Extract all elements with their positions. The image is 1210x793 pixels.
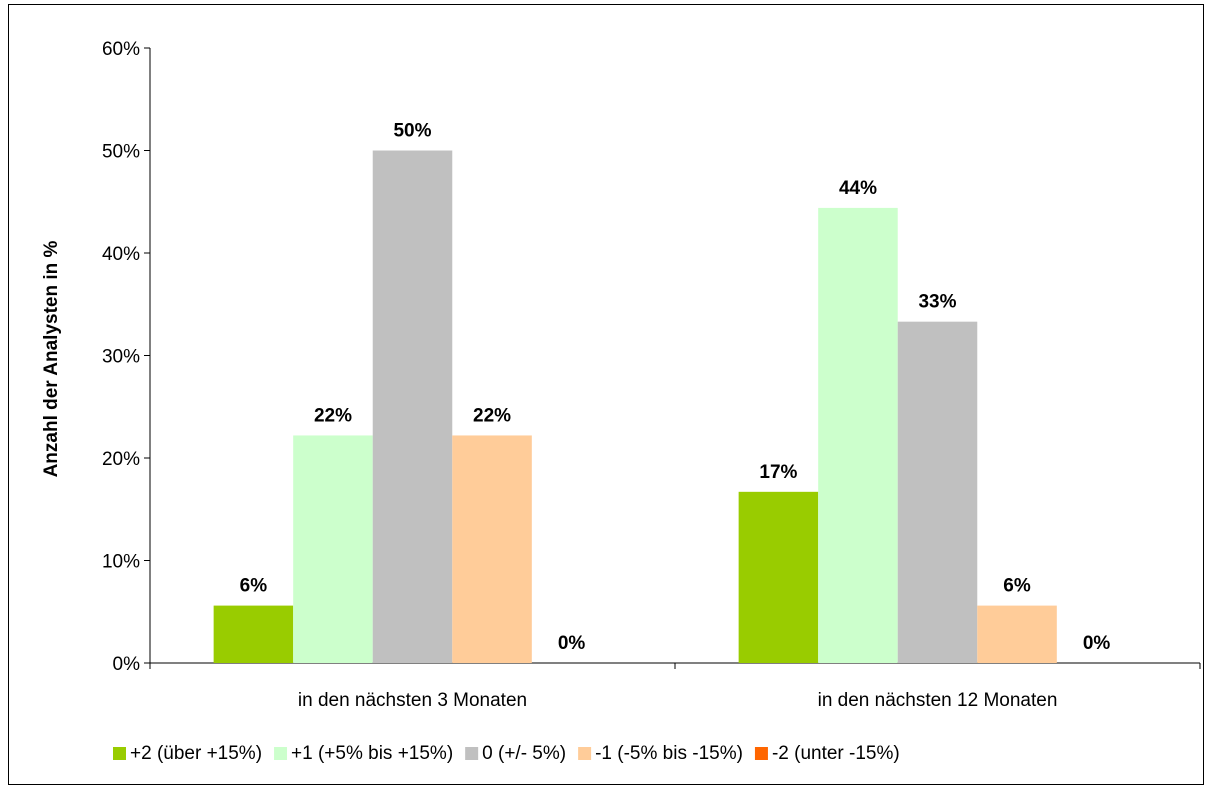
- legend-label: -1 (-5% bis -15%): [595, 743, 743, 764]
- y-tick-label: 30%: [102, 347, 140, 368]
- legend-label: 0 (+/- 5%): [482, 743, 566, 764]
- data-labels: 6% 22% 50% 22% 0% 17% 44% 33% 6% 0%: [240, 121, 1111, 655]
- bar: [372, 150, 453, 663]
- category-labels: in den nächsten 3 Monaten in den nächsten…: [298, 690, 1058, 711]
- x-axis: [149, 662, 1201, 669]
- bar: [738, 491, 819, 663]
- legend-swatch: [754, 747, 768, 760]
- legend-swatch: [113, 747, 126, 760]
- data-label: 33%: [918, 292, 956, 313]
- y-axis-ticks: 0% 10% 20% 30% 40% 50% 60%: [102, 39, 151, 675]
- y-tick-label: 10%: [102, 552, 140, 573]
- data-label: 6%: [1003, 576, 1031, 597]
- y-tick-label: 20%: [102, 449, 140, 470]
- legend-label: +2 (über +15%): [130, 743, 262, 764]
- legend-label: -2 (unter -15%): [772, 743, 900, 764]
- data-label: 17%: [759, 462, 797, 483]
- data-label: 6%: [240, 576, 268, 597]
- bar: [897, 321, 978, 663]
- bar: [977, 605, 1057, 663]
- data-label: 0%: [1083, 633, 1111, 654]
- y-tick-label: 50%: [102, 142, 140, 163]
- legend-swatch: [274, 747, 288, 760]
- legend-swatch: [578, 747, 592, 760]
- legend-swatch: [465, 747, 479, 760]
- y-tick-label: 40%: [102, 244, 140, 265]
- bars: [213, 150, 1057, 663]
- category-label: in den nächsten 12 Monaten: [818, 690, 1058, 711]
- bar: [818, 207, 898, 663]
- bar: [452, 435, 532, 663]
- chart-frame: 0% 10% 20% 30% 40% 50% 60% 6% 22% 50% 22% 0% 17% 44%…: [8, 4, 1204, 785]
- legend-label: +1 (+5% bis +15%): [291, 743, 453, 764]
- bar: [213, 605, 294, 663]
- y-tick-label: 60%: [102, 39, 140, 60]
- y-axis-title: Anzahl der Analysten in %: [41, 240, 62, 477]
- legend: +2 (über +15%) +1 (+5% bis +15%) 0 (+/- 5%…: [113, 743, 900, 764]
- data-label: 50%: [393, 121, 431, 142]
- data-label: 22%: [473, 405, 511, 426]
- category-label: in den nächsten 3 Monaten: [298, 690, 527, 711]
- bar: [293, 435, 373, 663]
- data-label: 22%: [314, 405, 352, 426]
- y-tick-label: 0%: [113, 654, 141, 675]
- bar-chart: 0% 10% 20% 30% 40% 50% 60% 6% 22% 50% 22% 0% 17% 44%…: [41, 39, 1201, 764]
- data-label: 44%: [839, 178, 877, 199]
- data-label: 0%: [558, 633, 586, 654]
